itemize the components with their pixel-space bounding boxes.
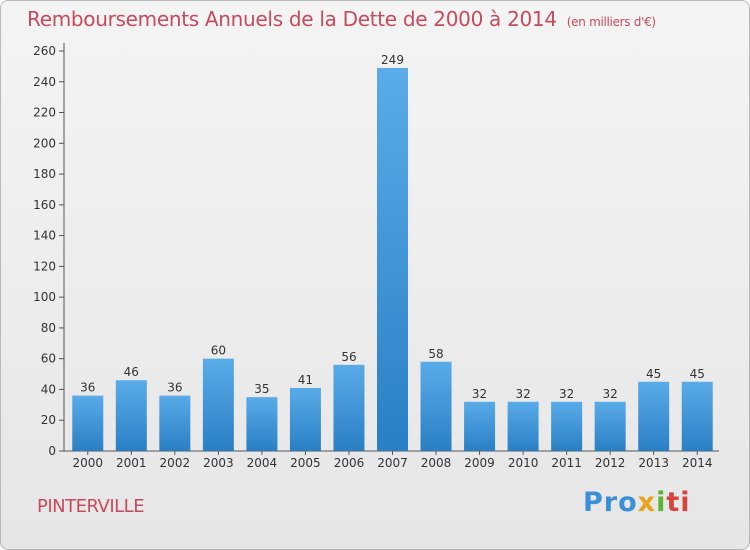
y-tick-label: 40	[41, 382, 56, 396]
chart-unit: (en milliers d'€)	[566, 15, 656, 29]
y-tick-label: 80	[41, 321, 56, 335]
data-label: 56	[341, 350, 356, 364]
y-tick-label: 140	[33, 229, 56, 243]
y-tick-label: 100	[33, 290, 56, 304]
bar	[159, 395, 191, 451]
y-tick-label: 160	[33, 198, 56, 212]
bar	[72, 395, 104, 451]
x-tick-label: 2009	[464, 456, 495, 470]
data-label: 36	[80, 381, 95, 395]
y-tick-label: 220	[33, 106, 56, 120]
x-tick-label: 2014	[682, 456, 713, 470]
bar	[507, 401, 539, 451]
data-label: 45	[690, 367, 705, 381]
bar	[420, 361, 452, 451]
commune-name: PINTERVILLE	[37, 496, 145, 517]
data-label: 45	[646, 367, 661, 381]
y-tick-label: 180	[33, 167, 56, 181]
data-label: 46	[124, 365, 139, 379]
chart-title: Remboursements Annuels de la Dette de 20…	[27, 7, 656, 31]
x-tick-label: 2013	[638, 456, 669, 470]
data-label: 32	[559, 387, 574, 401]
x-tick-label: 2006	[334, 456, 365, 470]
data-label: 60	[211, 344, 226, 358]
data-label: 36	[167, 381, 182, 395]
x-tick-label: 2010	[508, 456, 539, 470]
y-tick-label: 60	[41, 352, 56, 366]
y-tick-label: 200	[33, 136, 56, 150]
bar	[115, 380, 147, 451]
x-tick-label: 2005	[290, 456, 321, 470]
bar	[202, 358, 234, 451]
bar	[464, 401, 496, 451]
x-tick-label: 2002	[160, 456, 191, 470]
x-tick-label: 2003	[203, 456, 234, 470]
y-tick-label: 20	[41, 413, 56, 427]
y-tick-label: 0	[48, 444, 56, 458]
bar	[377, 67, 408, 451]
x-tick-label: 2012	[595, 456, 626, 470]
bar	[246, 397, 278, 451]
x-tick-label: 2004	[247, 456, 278, 470]
bar	[594, 401, 626, 451]
bar	[551, 401, 583, 451]
proxiti-logo: Proxiti	[583, 487, 691, 518]
data-label: 35	[254, 382, 269, 396]
y-tick-label: 260	[33, 44, 56, 58]
x-tick-label: 2008	[421, 456, 452, 470]
data-label: 32	[472, 387, 487, 401]
y-tick-label: 120	[33, 259, 56, 273]
y-tick-label: 240	[33, 75, 56, 89]
bar	[289, 387, 321, 451]
bar	[638, 381, 670, 451]
data-label: 32	[515, 387, 530, 401]
bar	[333, 364, 365, 451]
data-label: 41	[298, 373, 313, 387]
data-label: 249	[381, 53, 404, 67]
data-label: 58	[428, 347, 443, 361]
x-tick-label: 2007	[377, 456, 408, 470]
bar	[681, 381, 713, 451]
data-label: 32	[603, 387, 618, 401]
x-tick-label: 2011	[551, 456, 582, 470]
x-tick-label: 2001	[116, 456, 147, 470]
x-tick-label: 2000	[72, 456, 103, 470]
